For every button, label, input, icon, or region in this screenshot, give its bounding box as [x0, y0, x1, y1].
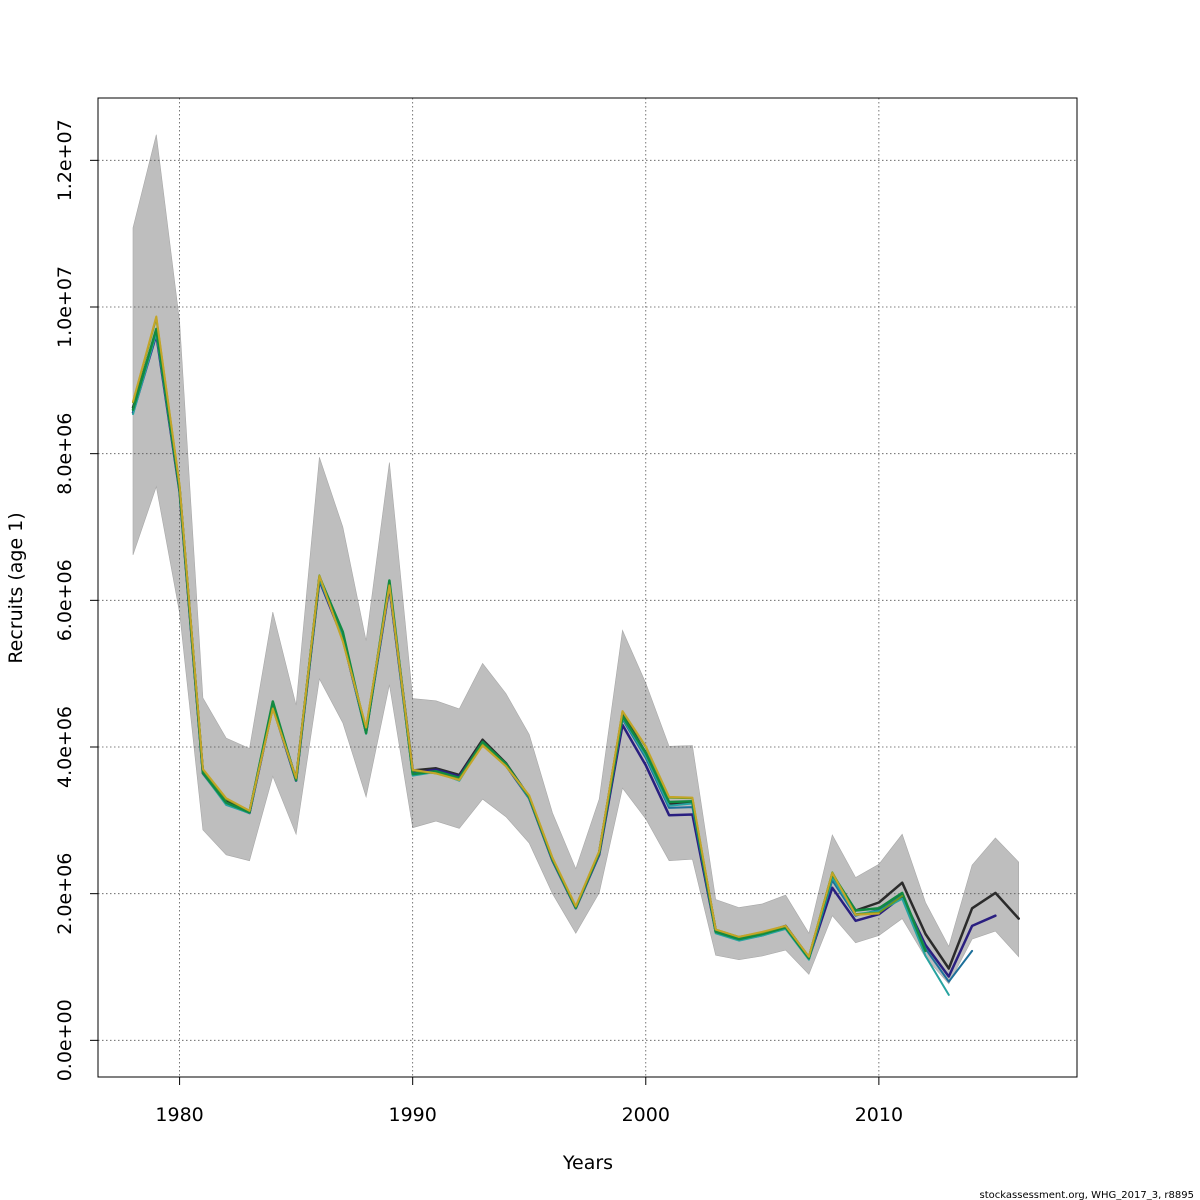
footer-credit: stockassessment.org, WHG_2017_3, r8895 — [980, 1190, 1194, 1200]
x-tick-label: 1990 — [388, 1104, 436, 1126]
x-tick-label: 1980 — [155, 1104, 203, 1126]
x-axis: 1980 1990 2000 2010 — [155, 1077, 903, 1126]
y-tick-label: 4.0e+06 — [54, 706, 76, 788]
y-tick-label: 1.0e+07 — [54, 266, 76, 348]
series-line-7 — [132, 315, 880, 958]
y-tick-label: 2.0e+06 — [54, 853, 76, 935]
y-tick-label: 6.0e+06 — [54, 559, 76, 641]
y-tick-label: 0.0e+00 — [54, 999, 76, 1081]
series-layer — [131, 315, 1020, 996]
x-tick-label: 2000 — [622, 1104, 670, 1126]
confidence-band — [132, 134, 1020, 985]
x-tick-label: 2010 — [855, 1104, 903, 1126]
grid-layer — [98, 98, 1077, 1077]
x-axis-title: Years — [562, 1152, 613, 1174]
plot-frame — [97, 97, 1078, 1078]
confidence-band-layer — [132, 134, 1020, 985]
y-axis-title: Recruits (age 1) — [5, 512, 27, 663]
y-axis: 0.0e+00 2.0e+06 4.0e+06 6.0e+06 8.0e+06 1.0e+… — [54, 119, 98, 1081]
y-tick-label: 8.0e+06 — [54, 413, 76, 495]
y-tick-label: 1.2e+07 — [54, 119, 76, 201]
